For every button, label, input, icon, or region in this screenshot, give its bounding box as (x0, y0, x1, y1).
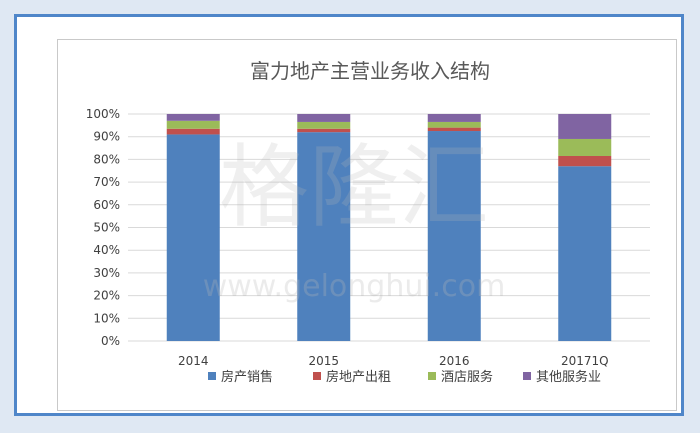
bar-segment (297, 114, 351, 122)
x-tick-label: 2015 (308, 354, 339, 368)
y-tick-label: 0% (101, 334, 120, 348)
bar-segment (166, 128, 220, 135)
y-tick-label: 70% (93, 175, 120, 189)
bar-segment (166, 114, 220, 121)
x-tick-label: 2016 (439, 354, 470, 368)
bar-segment (427, 131, 481, 341)
bar-segment (427, 127, 481, 132)
x-tick-label: 20171Q (561, 354, 609, 368)
y-tick-label: 30% (93, 266, 120, 280)
x-axis-ticks: 2014 2015 2016 20171Q (178, 354, 609, 368)
watermark-url: www.gelonghui.com (203, 269, 506, 304)
stacked-bar-chart: 富力地产主营业务收入结构 0% 10% 20% 30% 40% 50% 60% 70% 80% 9… (86, 59, 650, 385)
legend-label: 酒店服务 (441, 369, 493, 385)
y-tick-label: 40% (93, 243, 120, 257)
legend-label: 其他服务业 (536, 369, 601, 385)
watermark-text: 格隆汇 (219, 135, 489, 240)
legend-swatch (523, 372, 531, 380)
bars (166, 114, 612, 341)
bar-segment (166, 134, 220, 341)
y-axis-ticks: 0% 10% 20% 30% 40% 50% 60% 70% 80% 90% 100% (86, 107, 120, 348)
chart-panel: 富力地产主营业务收入结构 0% 10% 20% 30% 40% 50% 60% 70% 80% 9… (57, 39, 677, 411)
y-tick-label: 60% (93, 198, 120, 212)
bar-segment (558, 155, 612, 167)
y-tick-label: 50% (93, 221, 120, 235)
legend-label: 房产销售 (221, 369, 273, 385)
legend-swatch (313, 372, 321, 380)
y-tick-label: 100% (86, 107, 120, 121)
x-tick-label: 2014 (178, 354, 209, 368)
bar-segment (427, 114, 481, 122)
bar-segment (166, 120, 220, 129)
legend-label: 房地产出租 (326, 369, 391, 385)
y-tick-label: 20% (93, 289, 120, 303)
bar-segment (427, 121, 481, 128)
outer-frame: 富力地产主营业务收入结构 0% 10% 20% 30% 40% 50% 60% 70% 80% 9… (14, 14, 684, 416)
chart-title: 富力地产主营业务收入结构 (250, 59, 490, 83)
watermark: 格隆汇 www.gelonghui.com (203, 135, 506, 304)
y-tick-label: 80% (93, 152, 120, 166)
y-tick-label: 10% (93, 311, 120, 325)
bar-segment (297, 132, 351, 341)
bar-segment (297, 121, 351, 129)
y-tick-label: 90% (93, 130, 120, 144)
legend-swatch (208, 372, 216, 380)
legend-swatch (428, 372, 436, 380)
legend: 房产销售 房地产出租 酒店服务 其他服务业 (208, 369, 601, 385)
bar-segment (297, 128, 351, 133)
bar-segment (558, 138, 612, 156)
bar-segment (558, 166, 612, 341)
bar-segment (558, 114, 612, 139)
